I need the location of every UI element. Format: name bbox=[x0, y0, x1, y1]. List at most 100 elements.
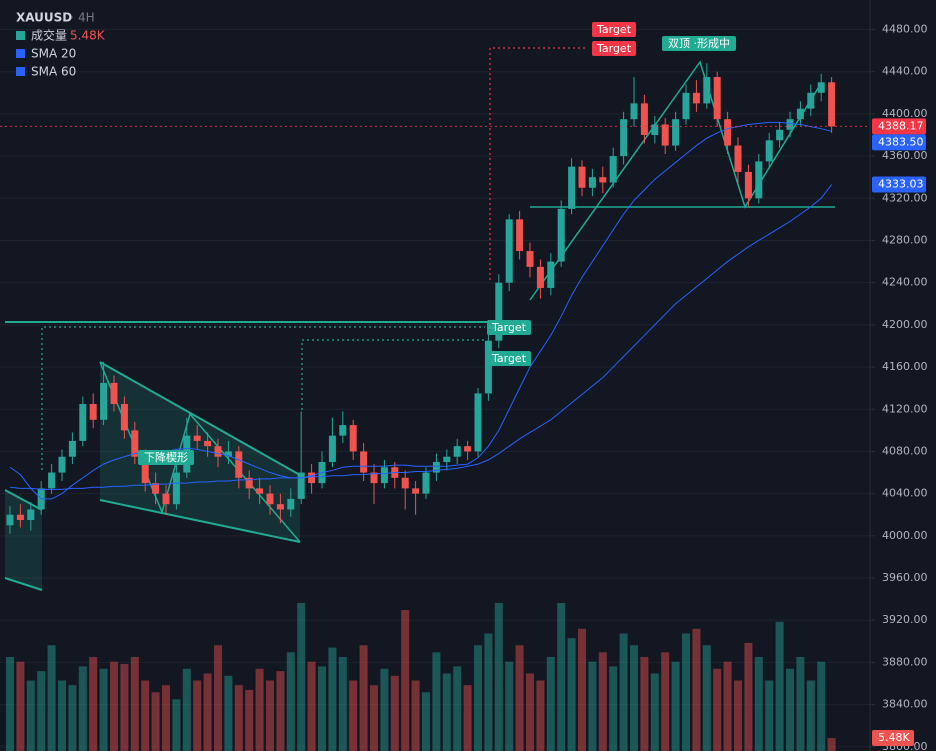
volume-bar bbox=[193, 680, 202, 751]
candle-body bbox=[16, 514, 24, 521]
candle-body bbox=[100, 382, 108, 420]
volume-bar bbox=[567, 638, 576, 751]
volume-bar bbox=[234, 685, 243, 751]
candle-body bbox=[152, 483, 160, 494]
candle-body bbox=[568, 166, 576, 209]
candle-body bbox=[536, 266, 544, 288]
volume-bar bbox=[422, 692, 430, 751]
candle-body bbox=[557, 208, 565, 262]
legend-swatch bbox=[16, 67, 25, 76]
drawings bbox=[4, 47, 835, 591]
candle-body bbox=[287, 498, 295, 510]
volume-bar bbox=[255, 668, 264, 751]
volume-bar bbox=[526, 673, 534, 751]
volume-bar bbox=[307, 661, 316, 751]
candle-body bbox=[817, 82, 825, 93]
volume-bar bbox=[276, 671, 285, 751]
y-tick-label: 4040.00 bbox=[882, 487, 928, 500]
volume-bar bbox=[546, 657, 555, 751]
volume-bar bbox=[151, 692, 160, 751]
candle-body bbox=[370, 472, 378, 484]
volume-bar bbox=[661, 652, 670, 751]
candle-body bbox=[339, 425, 347, 436]
volume-bar bbox=[411, 680, 420, 751]
candle-body bbox=[692, 92, 700, 104]
volume-bar bbox=[786, 668, 794, 751]
candle-body bbox=[776, 129, 784, 141]
candle-body bbox=[68, 440, 76, 457]
volume-bar bbox=[734, 680, 742, 751]
candle-body bbox=[765, 140, 773, 162]
y-tick-label: 4200.00 bbox=[882, 318, 928, 331]
volume-bar bbox=[401, 610, 410, 751]
volume-bar bbox=[68, 685, 77, 751]
annotation: Target bbox=[596, 23, 632, 36]
annotation: 双顶 ·形成中 bbox=[668, 37, 730, 50]
candle-body bbox=[651, 124, 659, 136]
volume-bar bbox=[775, 621, 784, 751]
volume-bar bbox=[359, 645, 368, 751]
volume-bar bbox=[640, 657, 649, 751]
volume-bar bbox=[817, 661, 826, 751]
volume-bar bbox=[224, 675, 233, 751]
volume-bar bbox=[494, 602, 503, 751]
candle-body bbox=[620, 119, 628, 157]
volume-bar bbox=[557, 602, 566, 751]
volume-bar bbox=[349, 680, 358, 751]
legend-sma60: SMA 60 bbox=[31, 65, 76, 79]
volume-bar bbox=[630, 645, 638, 751]
volume-bar bbox=[37, 671, 46, 751]
candle-body bbox=[744, 171, 752, 199]
volume-bar bbox=[47, 645, 56, 751]
annotation: 下降楔形 bbox=[144, 450, 188, 464]
candle-body bbox=[235, 451, 243, 478]
candle-body bbox=[630, 103, 638, 120]
volume-bar bbox=[203, 673, 212, 751]
volume-bar bbox=[182, 668, 191, 751]
candle-body bbox=[256, 488, 264, 494]
annotation: Target bbox=[596, 42, 632, 55]
volume-tag-label: 5.48K bbox=[878, 731, 910, 744]
y-tick-label: 3920.00 bbox=[882, 613, 928, 626]
candle-body bbox=[266, 493, 274, 505]
candle-body bbox=[828, 82, 836, 127]
y-tick-label: 3880.00 bbox=[882, 655, 928, 668]
volume-bar bbox=[162, 685, 170, 751]
y-tick-label: 4360.00 bbox=[882, 149, 928, 162]
candle-body bbox=[308, 472, 316, 484]
volume-bar bbox=[754, 657, 763, 751]
volume-bar bbox=[120, 664, 129, 751]
sma60-line bbox=[9, 184, 832, 490]
candle-body bbox=[807, 92, 815, 109]
candle-body bbox=[505, 219, 513, 283]
candle-body bbox=[297, 472, 305, 499]
volume-bar bbox=[453, 666, 462, 751]
candle-body bbox=[724, 119, 732, 146]
volume-bar bbox=[26, 680, 35, 751]
volume-bar bbox=[474, 645, 482, 751]
candle-body bbox=[640, 103, 648, 136]
volume-bar bbox=[432, 652, 441, 751]
annotation-box bbox=[487, 351, 531, 366]
volume-bar bbox=[370, 685, 378, 751]
annotation-box bbox=[487, 320, 531, 335]
y-tick-label: 4160.00 bbox=[882, 360, 928, 373]
volume-bar bbox=[328, 647, 337, 751]
volume-bar bbox=[598, 652, 607, 751]
volume-bar bbox=[484, 633, 493, 751]
y-tick-label: 3840.00 bbox=[882, 698, 928, 711]
volume-bar bbox=[338, 657, 347, 751]
volume-bar bbox=[390, 675, 399, 751]
candle-body bbox=[380, 467, 388, 484]
volume-bar bbox=[619, 633, 628, 751]
annotation-box bbox=[138, 450, 194, 465]
annotation-box bbox=[592, 41, 636, 56]
candle-body bbox=[48, 472, 56, 489]
candle-body bbox=[58, 456, 66, 473]
candle-body bbox=[349, 425, 357, 452]
candle-body bbox=[484, 340, 492, 394]
volume-bar bbox=[765, 680, 774, 751]
y-tick-label: 4440.00 bbox=[882, 65, 928, 78]
candle-body bbox=[276, 504, 284, 510]
